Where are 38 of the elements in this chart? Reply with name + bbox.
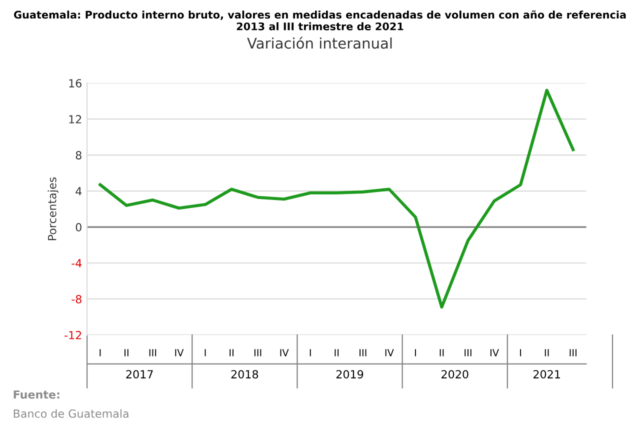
x-tick-label: II bbox=[440, 349, 444, 356]
y-tick-label: -8 bbox=[72, 294, 82, 304]
x-tick-label: II bbox=[124, 349, 128, 356]
y-tick-label: 0 bbox=[76, 222, 82, 232]
chart-title: Guatemala: Producto interno bruto, valores en medidas encadenadas de volumen con año de referencia 2013 al III trimestre de 2021 bbox=[14, 10, 626, 30]
x-tick-label: III bbox=[464, 349, 472, 356]
y-tick-label: 8 bbox=[76, 151, 82, 160]
chart-subtitle: Variación interanual bbox=[247, 36, 392, 49]
x-tick-label: I bbox=[100, 349, 101, 356]
x-tick-label: II bbox=[230, 349, 234, 356]
text: 2020 bbox=[442, 370, 468, 378]
y-tick-label: 12 bbox=[69, 115, 82, 124]
y-tick-label: -12 bbox=[64, 330, 82, 340]
text: Banco de Guatemala bbox=[14, 409, 128, 418]
x-tick-label: I bbox=[204, 349, 206, 356]
text: 2021 bbox=[534, 370, 560, 378]
x-tick-label: II bbox=[334, 349, 339, 356]
x-tick-label: IV bbox=[490, 349, 499, 356]
x-tick-label: I bbox=[310, 349, 311, 356]
line-series bbox=[98, 88, 575, 309]
text: 2019 bbox=[336, 370, 364, 378]
x-tick-label: III bbox=[360, 349, 366, 356]
y-tick-label: 16 bbox=[69, 79, 82, 88]
x-tick-label: IV bbox=[280, 349, 289, 356]
x-tick-label: IV bbox=[175, 349, 184, 356]
x-tick-label: I bbox=[414, 349, 416, 356]
y-axis-title: Porcentajes bbox=[48, 177, 58, 240]
x-tick-label: II bbox=[544, 349, 549, 356]
y-tick-label: -4 bbox=[72, 259, 82, 268]
x-tick-label: III bbox=[254, 349, 262, 356]
source-note: Fuente: bbox=[14, 390, 60, 399]
text: 2018 bbox=[231, 370, 258, 378]
x-tick-label: I bbox=[520, 349, 522, 356]
y-tick-label: 4 bbox=[76, 187, 82, 196]
x-tick-label: III bbox=[570, 349, 576, 356]
text: 2017 bbox=[126, 370, 153, 378]
x-tick-label: IV bbox=[385, 349, 394, 356]
x-tick-label: III bbox=[149, 349, 156, 356]
